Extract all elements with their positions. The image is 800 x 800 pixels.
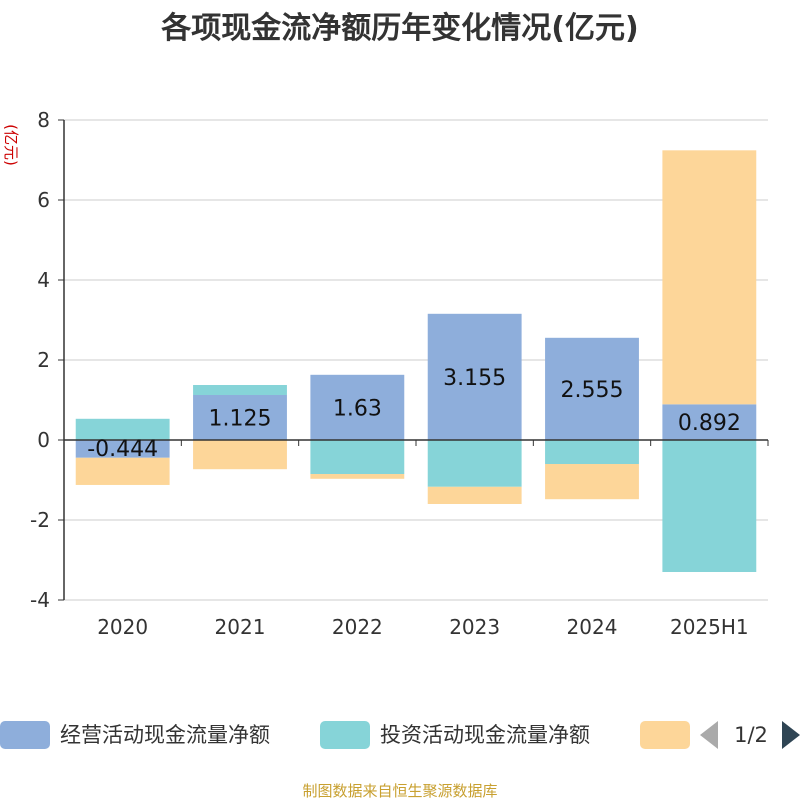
legend-swatch: [640, 721, 690, 749]
bar-series1-2021[interactable]: [193, 395, 287, 440]
legend-item-3[interactable]: [640, 721, 690, 749]
y-axis-unit-label: (亿元): [2, 124, 20, 166]
y-tick-label: 0: [37, 428, 50, 452]
bar-series2-2020[interactable]: [75, 418, 170, 440]
bar-series3-2020[interactable]: [75, 457, 170, 485]
bar-series2-2022[interactable]: [310, 440, 405, 474]
data-label: 0.892: [678, 411, 741, 436]
x-tick-label: 2020: [97, 615, 148, 639]
bar-series3-2022[interactable]: [310, 474, 405, 479]
y-tick-label: -2: [30, 508, 50, 532]
x-tick-label: 2021: [215, 615, 266, 639]
bar-series2-2024[interactable]: [545, 440, 639, 464]
triangle-left-icon[interactable]: [700, 721, 718, 749]
bar-series2-2021[interactable]: [193, 385, 287, 395]
bar-series1-2025H1[interactable]: [662, 404, 757, 440]
x-tick-label: 2022: [332, 615, 383, 639]
triangle-right-icon[interactable]: [782, 721, 800, 749]
chart-title: 各项现金流净额历年变化情况(亿元): [160, 11, 638, 46]
legend: 经营活动现金流量净额 投资活动现金流量净额 1/2: [0, 721, 800, 749]
legend-label: 投资活动现金流量净额: [380, 723, 590, 747]
y-tick-label: 8: [37, 108, 50, 132]
bar-series1-2024[interactable]: [545, 337, 639, 440]
x-tick-label: 2023: [449, 615, 500, 639]
y-tick-label: -4: [30, 588, 50, 612]
data-labels: -0.444 1.125 1.63 3.155 2.555 0.892: [87, 366, 741, 462]
legend-label: 经营活动现金流量净额: [60, 723, 270, 747]
grid-lines: [64, 119, 768, 601]
y-tick-label: 4: [37, 268, 50, 292]
data-label: 1.63: [333, 396, 382, 421]
legend-swatch: [0, 721, 50, 749]
y-tick-label: 2: [37, 348, 50, 372]
legend-item-1[interactable]: 经营活动现金流量净额: [0, 721, 270, 749]
bar-series2-2023[interactable]: [427, 440, 522, 487]
bar-series3-2024[interactable]: [545, 464, 639, 500]
bar-series1-2022[interactable]: [310, 374, 405, 440]
bar-series1-2020[interactable]: [75, 440, 170, 458]
axes: 8 6 4 2 0 -2 -4 2020 2021 2022 2023 2024 2025H1: [30, 108, 769, 639]
x-tick-label: 2025H1: [670, 615, 749, 639]
data-label: 2.555: [561, 378, 624, 403]
bar-series3-2025H1[interactable]: [662, 150, 757, 405]
legend-page-indicator: 1/2: [734, 723, 768, 747]
data-label: 1.125: [209, 407, 272, 432]
legend-item-2[interactable]: 投资活动现金流量净额: [320, 721, 590, 749]
legend-swatch: [320, 721, 370, 749]
bar-series1-2023[interactable]: [427, 313, 522, 440]
bar-series2-2025H1[interactable]: [662, 440, 757, 572]
source-note: 制图数据来自恒生聚源数据库: [302, 782, 497, 800]
y-tick-label: 6: [37, 188, 50, 212]
x-tick-label: 2024: [567, 615, 618, 639]
bars: [75, 150, 757, 572]
data-label: -0.444: [87, 437, 158, 462]
bar-series3-2021[interactable]: [193, 440, 287, 470]
bar-series3-2023[interactable]: [427, 486, 522, 504]
data-label: 3.155: [443, 366, 506, 391]
